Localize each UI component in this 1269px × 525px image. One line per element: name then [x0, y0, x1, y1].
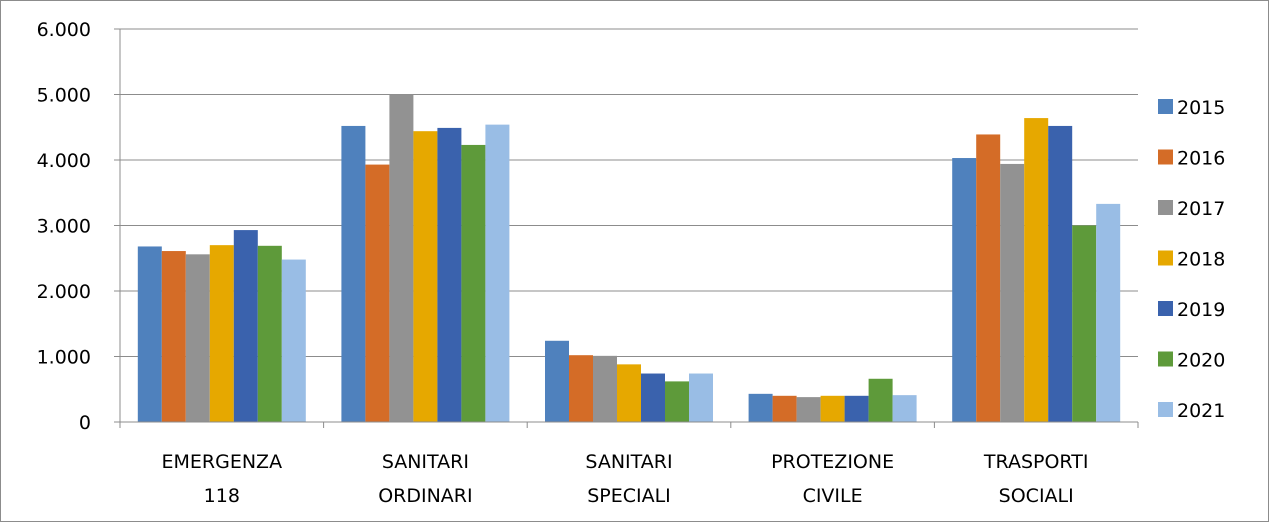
x-category-label: SANITARI [382, 451, 469, 473]
bar-2018-1 [413, 131, 438, 422]
axes [114, 28, 1139, 428]
x-category-label: PROTEZIONE [771, 451, 894, 473]
bar-2018-0 [209, 245, 234, 422]
bar-2019-1 [437, 127, 462, 422]
x-category-label: 118 [204, 485, 240, 507]
legend-label-2017: 2017 [1177, 198, 1225, 220]
y-tick-label: 1.000 [37, 347, 91, 369]
bar-2015-2 [545, 340, 569, 422]
x-category-label: CIVILE [803, 485, 863, 507]
bar-2017-3 [796, 397, 821, 422]
bar-2020-4 [1072, 225, 1097, 422]
legend-label-2015: 2015 [1177, 97, 1225, 119]
bar-2020-0 [257, 245, 282, 422]
bar-2019-4 [1048, 125, 1073, 422]
bar-2019-2 [641, 373, 665, 422]
bar-2021-0 [281, 259, 306, 422]
x-category-label: SPECIALI [587, 485, 671, 507]
bar-2015-4 [952, 158, 977, 422]
bar-2019-0 [233, 230, 258, 422]
y-tick-label: 3.000 [37, 216, 91, 238]
bar-2018-2 [617, 364, 641, 422]
legend-swatch-2018 [1158, 250, 1173, 266]
bar-2015-1 [341, 125, 366, 422]
legend-label-2021: 2021 [1177, 400, 1225, 422]
legend-swatch-2017 [1158, 200, 1173, 215]
legend-label-2019: 2019 [1177, 299, 1225, 321]
legend-swatch-2015 [1158, 99, 1173, 114]
bar-2019-3 [844, 395, 869, 422]
bar-2018-4 [1024, 118, 1049, 422]
bar-2017-2 [593, 355, 617, 422]
y-tick-labels: 0 1.000 2.000 3.000 4.000 5.000 6.000 [37, 19, 91, 434]
bar-2020-2 [665, 381, 689, 422]
bar-2016-2 [569, 355, 593, 422]
x-category-label: EMERGENZA [162, 451, 283, 473]
x-category-label: SANITARI [585, 451, 672, 473]
legend: 2015 2016 2017 2018 2019 2020 2021 [1158, 97, 1225, 422]
legend-swatch-2021 [1158, 402, 1173, 417]
bar-2021-4 [1096, 203, 1121, 422]
legend-label-2016: 2016 [1177, 148, 1225, 170]
x-category-labels: EMERGENZA 118 SANITARI ORDINARI SANITARI SPEC… [162, 451, 1089, 507]
bar-2017-0 [185, 254, 210, 422]
bar-2016-1 [365, 164, 390, 422]
x-category-label: TRASPORTI [983, 451, 1089, 473]
y-tick-label: 0 [79, 412, 91, 434]
bar-2016-0 [161, 251, 186, 422]
legend-swatch-2019 [1158, 301, 1173, 316]
bar-2015-0 [137, 246, 162, 422]
legend-label-2018: 2018 [1177, 249, 1225, 271]
y-tick-label: 5.000 [37, 85, 91, 107]
bar-2020-3 [868, 378, 893, 422]
bar-2017-1 [389, 94, 414, 422]
bars [137, 94, 1121, 422]
y-tick-label: 4.000 [37, 150, 91, 172]
bar-2021-1 [485, 124, 510, 422]
legend-label-2020: 2020 [1177, 350, 1225, 372]
bar-2016-4 [976, 134, 1001, 422]
bar-2021-2 [689, 373, 713, 422]
bar-2015-3 [748, 393, 773, 422]
legend-swatch-2016 [1158, 149, 1173, 165]
bar-2018-3 [820, 395, 845, 422]
y-tick-label: 2.000 [37, 281, 91, 303]
bar-2016-3 [772, 395, 797, 422]
bar-2021-3 [892, 395, 917, 422]
x-category-label: ORDINARI [378, 485, 472, 507]
x-category-label: SOCIALI [999, 485, 1074, 507]
bar-2017-4 [1000, 163, 1025, 422]
y-tick-label: 6.000 [37, 19, 91, 41]
legend-swatch-2020 [1158, 351, 1173, 367]
bar-2020-1 [461, 144, 486, 422]
